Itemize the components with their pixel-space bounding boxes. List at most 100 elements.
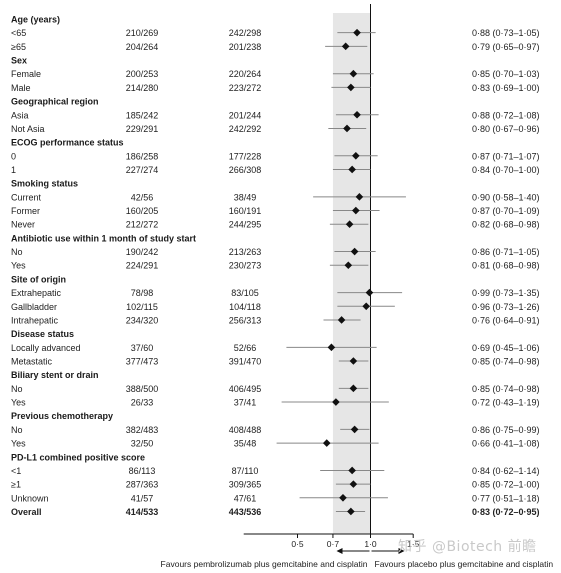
placebo-events: 443/536	[229, 507, 262, 517]
placebo-events: 408/488	[229, 425, 262, 435]
pembro-events: 287/363	[126, 480, 159, 490]
row-label: Yes	[11, 398, 26, 408]
placebo-events: 223/272	[229, 83, 262, 93]
group-header: Biliary stent or drain	[11, 370, 99, 380]
row-label: <65	[11, 28, 26, 38]
row-label: Locally advanced	[11, 343, 81, 353]
hazard-ratio-text: 0·83 (0·69–1·00)	[472, 83, 540, 93]
row-label: Unknown	[11, 493, 49, 503]
row-label: Gallbladder	[11, 302, 57, 312]
hazard-ratio-text: 0·90 (0·58–1·40)	[472, 192, 540, 202]
placebo-events: 406/495	[229, 384, 262, 394]
pembro-events: 388/500	[126, 384, 159, 394]
row-label: 0	[11, 151, 16, 161]
row-label: No	[11, 247, 23, 257]
pembro-events: 210/269	[126, 28, 159, 38]
placebo-events: 177/228	[229, 151, 262, 161]
pembro-events: 414/533	[126, 507, 159, 517]
placebo-events: 160/191	[229, 206, 262, 216]
hazard-ratio-text: 0·72 (0·43–1·19)	[472, 398, 540, 408]
pembro-events: 41/57	[131, 493, 154, 503]
pembro-events: 200/253	[126, 69, 159, 79]
group-header: Antibiotic use within 1 month of study s…	[11, 233, 196, 243]
hazard-ratio-text: 0·86 (0·71–1·05)	[472, 247, 540, 257]
hr-marker	[327, 343, 336, 352]
hr-marker	[347, 507, 355, 516]
hazard-ratio-text: 0·84 (0·62–1·14)	[472, 466, 540, 476]
placebo-events: 37/41	[234, 398, 257, 408]
row-label: Female	[11, 69, 41, 79]
hr-marker	[347, 83, 355, 92]
hr-marker	[350, 247, 359, 256]
hazard-ratio-text: 0·86 (0·75–0·99)	[472, 425, 540, 435]
placebo-events: 47/61	[234, 493, 257, 503]
placebo-events: 201/238	[229, 42, 262, 52]
hr-marker	[352, 152, 360, 160]
group-header: Previous chemotherapy	[11, 411, 113, 421]
hazard-ratio-text: 0·81 (0·68–0·98)	[472, 261, 540, 271]
favours-right-label: Favours placebo plus gemcitabine and cis…	[375, 559, 554, 569]
placebo-events: 213/263	[229, 247, 262, 257]
row-label: Extrahepatic	[11, 288, 62, 298]
hazard-ratio-text: 0·77 (0·51–1·18)	[472, 493, 540, 503]
placebo-events: 266/308	[229, 165, 262, 175]
shaded-band	[332, 13, 371, 534]
row-label: No	[11, 384, 23, 394]
row-label: 1	[11, 165, 16, 175]
pembro-events: 26/33	[131, 398, 154, 408]
pembro-events: 382/483	[126, 425, 159, 435]
placebo-events: 242/292	[229, 124, 262, 134]
placebo-events: 201/244	[229, 110, 262, 120]
watermark: 知乎 @Biotech 前瞻	[398, 539, 537, 555]
placebo-events: 309/365	[229, 480, 262, 490]
hr-marker	[345, 220, 354, 228]
arrow-right-head	[398, 548, 405, 554]
hr-marker	[344, 261, 353, 270]
hr-marker	[322, 439, 331, 447]
row-label: Asia	[11, 110, 29, 120]
row-label: Never	[11, 220, 35, 230]
hazard-ratio-text: 0·76 (0·64–0·91)	[472, 315, 540, 325]
hazard-ratio-text: 0·82 (0·68–0·98)	[472, 220, 540, 230]
hazard-ratio-text: 0·85 (0·74–0·98)	[472, 357, 540, 367]
pembro-events: 42/56	[131, 192, 154, 202]
row-label: Not Asia	[11, 124, 45, 134]
group-header: Age (years)	[11, 15, 60, 25]
group-header: Geographical region	[11, 97, 99, 107]
pembro-events: 227/274	[126, 165, 159, 175]
pembro-events: 32/50	[131, 439, 154, 449]
hazard-ratio-text: 0·85 (0·70–1·03)	[472, 69, 540, 79]
group-header: Sex	[11, 56, 27, 66]
hazard-ratio-text: 0·80 (0·67–0·96)	[472, 124, 540, 134]
hr-marker	[353, 28, 361, 37]
hr-marker	[355, 193, 364, 201]
pembro-events: 224/291	[126, 261, 159, 271]
hr-marker	[332, 398, 340, 406]
hr-marker	[349, 480, 358, 488]
favours-left-label: Favours pembrolizumab plus gemcitabine a…	[161, 559, 368, 569]
group-header: PD-L1 combined positive score	[11, 452, 145, 462]
hazard-ratio-text: 0·85 (0·72–1·00)	[472, 480, 540, 490]
row-label: Intrahepatic	[11, 315, 59, 325]
hr-marker	[341, 42, 350, 51]
x-tick-label: 1·0	[364, 539, 377, 549]
placebo-events: 38/49	[234, 192, 257, 202]
pembro-events: 234/320	[126, 315, 159, 325]
hr-marker	[349, 384, 358, 393]
row-label: Yes	[11, 261, 26, 271]
row-label: Metastatic	[11, 357, 53, 367]
group-header: Disease status	[11, 329, 74, 339]
pembro-events: 214/280	[126, 83, 159, 93]
hazard-ratio-text: 0·69 (0·45–1·06)	[472, 343, 540, 353]
row-label: Former	[11, 206, 40, 216]
hr-marker	[348, 165, 356, 174]
hr-marker	[365, 288, 374, 297]
hazard-ratio-text: 0·79 (0·65–0·97)	[472, 42, 540, 52]
pembro-events: 102/115	[126, 302, 158, 312]
hazard-ratio-text: 0·83 (0·72–0·95)	[472, 507, 540, 517]
pembro-events: 78/98	[131, 288, 154, 298]
hazard-ratio-text: 0·88 (0·73–1·05)	[472, 28, 540, 38]
x-tick-label: 1·5	[407, 539, 420, 549]
placebo-events: 244/295	[229, 220, 262, 230]
hr-marker	[343, 124, 351, 133]
